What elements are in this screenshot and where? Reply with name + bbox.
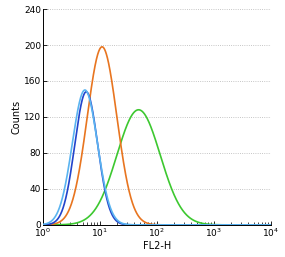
Y-axis label: Counts: Counts — [11, 100, 21, 134]
X-axis label: FL2-H: FL2-H — [142, 241, 171, 251]
